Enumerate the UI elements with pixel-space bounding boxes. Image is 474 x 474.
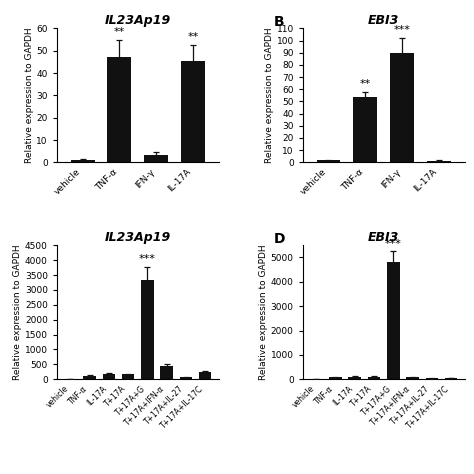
Y-axis label: Relative expression to GAPDH: Relative expression to GAPDH (25, 27, 34, 163)
Title: IL23Ap19: IL23Ap19 (105, 231, 171, 244)
Bar (317, 161, 340, 162)
Bar (368, 377, 380, 379)
Bar (348, 377, 361, 379)
Bar (387, 263, 400, 379)
Title: EBI3: EBI3 (368, 231, 399, 244)
Bar (390, 53, 414, 162)
Bar (445, 378, 457, 379)
Bar (108, 57, 131, 162)
Text: ***: *** (139, 255, 156, 264)
Bar (71, 160, 95, 162)
Bar (353, 97, 377, 162)
Bar (329, 377, 342, 379)
Y-axis label: Relative expression to GAPDH: Relative expression to GAPDH (13, 245, 22, 380)
Bar (181, 61, 205, 162)
Text: ***: *** (385, 239, 401, 249)
Text: **: ** (187, 33, 199, 43)
Text: D: D (273, 232, 285, 246)
Bar (83, 375, 96, 379)
Bar (160, 366, 173, 379)
Text: **: ** (360, 79, 371, 89)
Bar (141, 280, 154, 379)
Title: IL23Ap19: IL23Ap19 (105, 14, 171, 27)
Bar (180, 377, 192, 379)
Bar (199, 373, 211, 379)
Bar (122, 374, 135, 379)
Text: ***: *** (393, 26, 410, 36)
Text: B: B (273, 15, 284, 29)
Y-axis label: Relative expression to GAPDH: Relative expression to GAPDH (259, 245, 268, 380)
Text: **: ** (114, 27, 125, 37)
Title: EBI3: EBI3 (368, 14, 399, 27)
Bar (144, 155, 168, 162)
Y-axis label: Relative expression to GAPDH: Relative expression to GAPDH (264, 27, 273, 163)
Bar (102, 374, 115, 379)
Bar (406, 377, 419, 379)
Bar (426, 378, 438, 379)
Bar (427, 161, 451, 162)
